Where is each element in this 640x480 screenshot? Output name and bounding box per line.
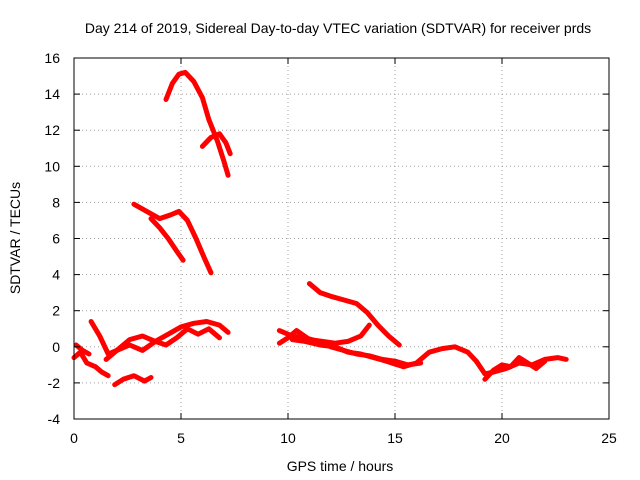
y-tick-label: 16 [44,50,60,66]
data-series [71,69,569,388]
y-tick-label: 2 [52,303,60,319]
chart-title: Day 214 of 2019, Sidereal Day-to-day VTE… [85,20,591,36]
x-tick-label: 25 [601,430,617,446]
series-line-arc-morning-c [103,326,222,362]
series-line-arc-afternoon-c [306,281,402,348]
series-line-arc-mid-lower [148,216,186,263]
series-line-arc-morning-b [88,319,231,357]
x-axis-label: GPS time / hours [287,458,394,474]
series-line-arc-morning-d [112,373,154,388]
x-tick-label: 15 [387,430,403,446]
axes-ticks: 0 5 10 15 20 25 -4 -2 0 2 4 6 8 10 12 14 16 [44,50,617,446]
series-line-arc-mid-upper [131,201,214,276]
y-tick-label: -2 [48,375,61,391]
x-tick-label: 5 [177,430,185,446]
y-tick-label: 14 [44,86,60,102]
series-line-arc-afternoon-e [482,355,548,382]
series-line-arc-morning-a [71,349,111,379]
x-tick-label: 10 [280,430,296,446]
y-tick-label: -4 [48,411,61,427]
grid [74,58,609,419]
y-tick-label: 0 [52,339,60,355]
y-tick-label: 4 [52,267,60,283]
y-axis-label: SDTVAR / TECUs [7,182,23,294]
series-line-arc-afternoon-d [289,337,569,377]
y-tick-label: 8 [52,194,60,210]
series-line-arc-afternoon-b [276,322,372,346]
series-line-arc-high-peak [163,69,231,178]
y-tick-label: 10 [44,158,60,174]
series-line-arc-high-branch [199,131,233,157]
y-tick-label: 12 [44,122,60,138]
y-tick-label: 6 [52,231,60,247]
x-tick-label: 20 [494,430,510,446]
x-tick-label: 0 [70,430,78,446]
